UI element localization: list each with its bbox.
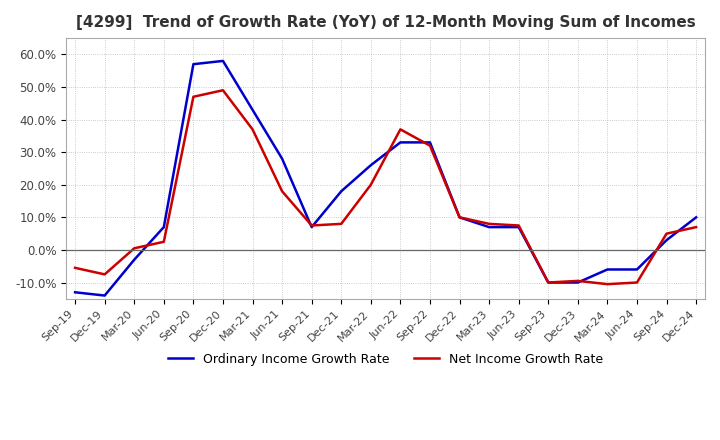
Ordinary Income Growth Rate xyxy=(426,140,434,145)
Ordinary Income Growth Rate xyxy=(307,224,316,230)
Net Income Growth Rate xyxy=(189,94,198,99)
Ordinary Income Growth Rate xyxy=(366,162,375,168)
Ordinary Income Growth Rate xyxy=(662,238,671,243)
Ordinary Income Growth Rate xyxy=(396,140,405,145)
Net Income Growth Rate xyxy=(514,223,523,228)
Ordinary Income Growth Rate xyxy=(574,280,582,285)
Net Income Growth Rate xyxy=(603,282,612,287)
Net Income Growth Rate xyxy=(366,182,375,187)
Net Income Growth Rate xyxy=(130,246,138,251)
Net Income Growth Rate xyxy=(337,221,346,227)
Net Income Growth Rate xyxy=(248,127,257,132)
Net Income Growth Rate xyxy=(574,278,582,283)
Net Income Growth Rate xyxy=(544,280,552,285)
Ordinary Income Growth Rate xyxy=(514,224,523,230)
Ordinary Income Growth Rate xyxy=(544,280,552,285)
Net Income Growth Rate xyxy=(160,239,168,245)
Ordinary Income Growth Rate xyxy=(603,267,612,272)
Ordinary Income Growth Rate xyxy=(160,224,168,230)
Net Income Growth Rate xyxy=(662,231,671,236)
Line: Net Income Growth Rate: Net Income Growth Rate xyxy=(75,90,696,284)
Ordinary Income Growth Rate xyxy=(485,224,493,230)
Ordinary Income Growth Rate xyxy=(278,156,287,161)
Net Income Growth Rate xyxy=(455,215,464,220)
Line: Ordinary Income Growth Rate: Ordinary Income Growth Rate xyxy=(75,61,696,296)
Net Income Growth Rate xyxy=(278,189,287,194)
Ordinary Income Growth Rate xyxy=(455,215,464,220)
Ordinary Income Growth Rate xyxy=(633,267,642,272)
Net Income Growth Rate xyxy=(633,280,642,285)
Net Income Growth Rate xyxy=(485,221,493,227)
Net Income Growth Rate xyxy=(100,272,109,277)
Net Income Growth Rate xyxy=(219,88,228,93)
Net Income Growth Rate xyxy=(307,223,316,228)
Title: [4299]  Trend of Growth Rate (YoY) of 12-Month Moving Sum of Incomes: [4299] Trend of Growth Rate (YoY) of 12-… xyxy=(76,15,696,30)
Net Income Growth Rate xyxy=(396,127,405,132)
Ordinary Income Growth Rate xyxy=(189,62,198,67)
Ordinary Income Growth Rate xyxy=(337,189,346,194)
Ordinary Income Growth Rate xyxy=(100,293,109,298)
Ordinary Income Growth Rate xyxy=(130,257,138,262)
Net Income Growth Rate xyxy=(426,143,434,148)
Legend: Ordinary Income Growth Rate, Net Income Growth Rate: Ordinary Income Growth Rate, Net Income … xyxy=(163,348,608,371)
Ordinary Income Growth Rate xyxy=(219,58,228,63)
Net Income Growth Rate xyxy=(71,265,79,271)
Ordinary Income Growth Rate xyxy=(71,290,79,295)
Ordinary Income Growth Rate xyxy=(692,215,701,220)
Ordinary Income Growth Rate xyxy=(248,107,257,113)
Net Income Growth Rate xyxy=(692,224,701,230)
